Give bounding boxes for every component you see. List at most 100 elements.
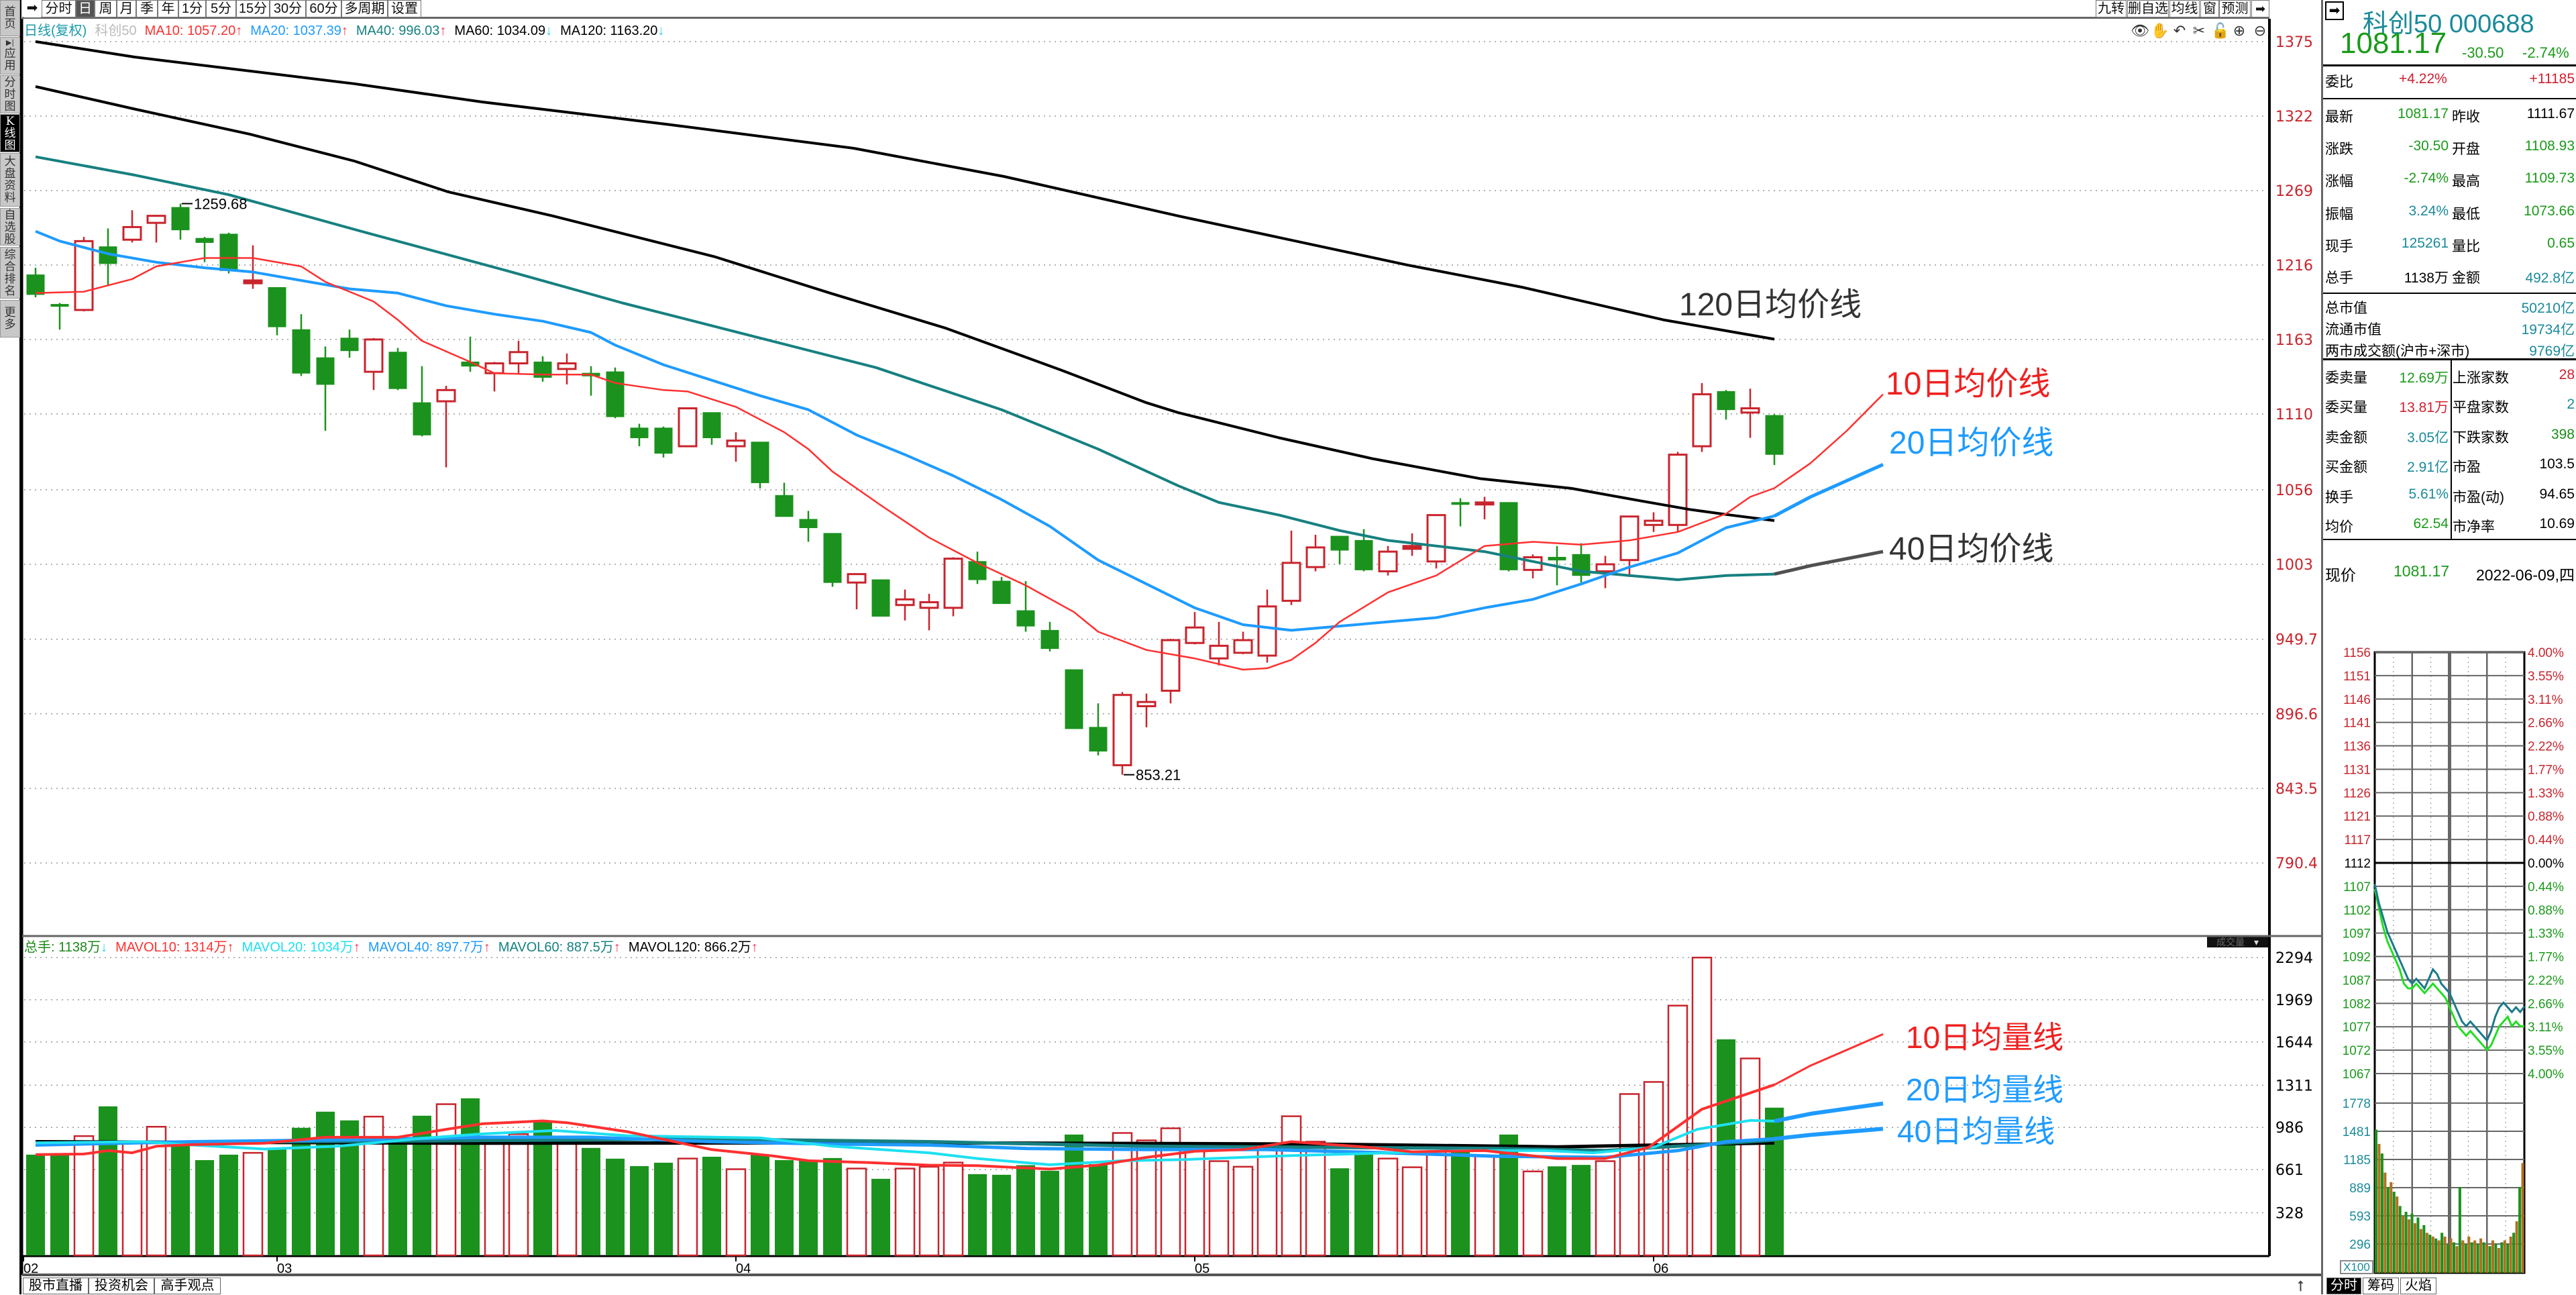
candle[interactable] — [74, 237, 94, 312]
candle[interactable] — [171, 203, 190, 240]
forecast-button[interactable]: 预测 — [2219, 0, 2251, 17]
candle[interactable] — [461, 336, 480, 372]
candle[interactable] — [50, 303, 69, 330]
candle[interactable] — [943, 557, 963, 617]
candle[interactable] — [1451, 498, 1470, 527]
candle[interactable] — [316, 346, 335, 431]
period-tab[interactable]: 年 — [158, 0, 178, 17]
tab-flame[interactable]: 火焰 — [2400, 1278, 2436, 1294]
sidebar-item-market-info[interactable]: 大盘资料 — [0, 153, 20, 207]
sidebar-item-home[interactable]: 首页 — [0, 0, 20, 36]
candle[interactable] — [775, 482, 794, 517]
sidebar-item-more[interactable]: 更多 — [0, 300, 20, 338]
candle[interactable] — [413, 366, 431, 437]
candle[interactable] — [1740, 389, 1760, 438]
zoom-out-icon[interactable]: ⊖ — [2253, 22, 2267, 39]
candle[interactable] — [1305, 534, 1326, 572]
candle[interactable] — [1136, 693, 1157, 727]
expand-arrow-icon[interactable]: ➡ — [2251, 0, 2269, 17]
candle[interactable] — [726, 432, 746, 462]
candle[interactable] — [678, 407, 698, 448]
candle[interactable] — [1233, 631, 1253, 654]
candle[interactable] — [582, 366, 600, 396]
candle[interactable] — [1112, 692, 1132, 775]
candle[interactable] — [268, 287, 286, 335]
candle[interactable] — [1209, 621, 1229, 666]
tab-intraday[interactable]: 分时 — [2326, 1278, 2361, 1294]
candle[interactable] — [1065, 669, 1083, 729]
candle[interactable] — [919, 593, 939, 631]
candle[interactable] — [968, 552, 987, 584]
tab-opportunities[interactable]: 投资机会 — [89, 1278, 154, 1294]
candle[interactable] — [1572, 543, 1591, 583]
candle[interactable] — [122, 210, 142, 243]
candle[interactable] — [1089, 703, 1108, 756]
period-tab[interactable]: 多周期 — [341, 0, 388, 17]
collapse-arrow-icon[interactable]: ➡ — [23, 0, 41, 17]
candle[interactable] — [1765, 414, 1784, 466]
candle[interactable] — [895, 589, 915, 621]
period-tab[interactable]: 月 — [117, 0, 136, 17]
panel-collapse-icon[interactable]: ➡ — [2325, 1, 2344, 20]
ma-settings-button[interactable]: 均线 — [2169, 0, 2200, 17]
candle[interactable] — [1523, 554, 1543, 578]
candle[interactable] — [340, 329, 359, 358]
sidebar-item-kline[interactable]: K线图 — [0, 114, 20, 152]
period-tab[interactable]: 分时 — [42, 0, 76, 17]
candle[interactable] — [799, 511, 818, 542]
candle[interactable] — [1378, 546, 1398, 576]
candle[interactable] — [1257, 589, 1277, 663]
candle[interactable] — [992, 576, 1011, 605]
candle[interactable] — [1644, 512, 1664, 532]
candle[interactable] — [654, 426, 673, 458]
candle[interactable] — [484, 362, 504, 392]
period-tab[interactable]: 30分 — [270, 0, 306, 17]
candle[interactable] — [1281, 530, 1301, 605]
period-tab[interactable]: 60分 — [306, 0, 341, 17]
period-tab[interactable]: 1分 — [178, 0, 206, 17]
window-button[interactable]: 窗 — [2200, 0, 2219, 17]
candle[interactable] — [1717, 390, 1735, 420]
sidebar-item-watchlist[interactable]: 自选股 — [0, 208, 20, 246]
candle[interactable] — [508, 341, 529, 374]
candle[interactable] — [99, 228, 117, 287]
candle[interactable] — [557, 353, 577, 384]
sidebar-item-intraday[interactable]: 分时图 — [0, 75, 20, 113]
candle[interactable] — [1668, 452, 1688, 532]
period-tab[interactable]: 日 — [76, 0, 95, 17]
candle[interactable] — [1474, 497, 1495, 519]
eye-icon[interactable]: 👁 — [2131, 22, 2149, 39]
tab-expert-views[interactable]: 高手观点 — [154, 1278, 221, 1294]
candle[interactable] — [364, 338, 384, 391]
candle[interactable] — [436, 386, 456, 468]
period-tab[interactable]: 15分 — [236, 0, 270, 17]
period-tab[interactable]: 设置 — [388, 0, 421, 17]
period-tab[interactable]: 5分 — [206, 0, 236, 17]
candle[interactable] — [1185, 612, 1205, 645]
candle[interactable] — [871, 579, 890, 617]
hand-icon[interactable]: ✋ — [2151, 22, 2169, 39]
candle[interactable] — [1692, 382, 1712, 452]
arrow-up-icon[interactable]: ⭡ — [2297, 1278, 2304, 1294]
candle[interactable] — [1330, 535, 1349, 564]
candle[interactable] — [243, 245, 263, 289]
zoom-in-icon[interactable]: ⊕ — [2233, 22, 2246, 39]
candle[interactable] — [1426, 514, 1446, 569]
candle[interactable] — [1161, 638, 1181, 704]
candle[interactable] — [219, 232, 238, 274]
tab-market-live[interactable]: 股市直播 — [23, 1278, 89, 1294]
candle[interactable] — [388, 348, 407, 391]
candle[interactable] — [823, 533, 842, 587]
candle[interactable] — [751, 442, 769, 488]
candle[interactable] — [533, 356, 552, 382]
indicator-dropdown[interactable]: 成交量 ▾ — [2207, 937, 2269, 947]
candle[interactable] — [702, 412, 721, 445]
candle[interactable] — [1016, 581, 1035, 632]
period-tab[interactable]: 季 — [136, 0, 158, 17]
candle[interactable] — [1595, 556, 1615, 588]
sidebar-item-apps[interactable]: ▶| 应用 — [0, 37, 20, 74]
nine-turn-button[interactable]: 九转 — [2096, 0, 2127, 17]
chart-mode-label[interactable]: 日线(复权) — [24, 23, 87, 38]
candle[interactable] — [1499, 502, 1518, 572]
